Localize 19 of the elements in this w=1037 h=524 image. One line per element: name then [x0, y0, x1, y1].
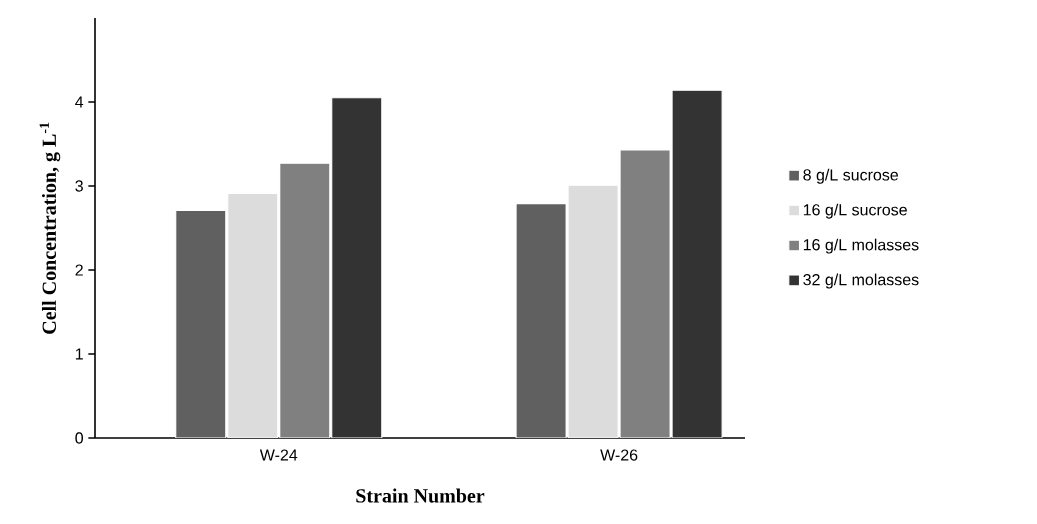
y-tick-label: 2 [75, 264, 83, 276]
bar [175, 209, 227, 438]
y-tick-label: 1 [75, 348, 83, 360]
legend-label: 16 g/L sucrose [803, 203, 907, 219]
bar [619, 149, 671, 438]
legend-label: 16 g/L molasses [803, 238, 919, 254]
y-tick-label: 3 [75, 180, 83, 192]
x-axis-title: Strain Number [356, 488, 485, 503]
bar [279, 162, 331, 438]
y-tick-label: 0 [75, 432, 84, 444]
y-tick-label: 4 [75, 96, 84, 108]
x-tick-label: W-26 [600, 449, 638, 461]
legend-label: 8 g/L sucrose [803, 168, 898, 184]
bar [227, 193, 279, 438]
x-tick-label: W-24 [259, 449, 298, 461]
bar [515, 203, 567, 438]
bar [567, 184, 619, 438]
legend-label: 32 g/L molasses [803, 273, 919, 289]
y-axis-title: Cell Concentration, g L$^{-1}$ [39, 122, 61, 334]
